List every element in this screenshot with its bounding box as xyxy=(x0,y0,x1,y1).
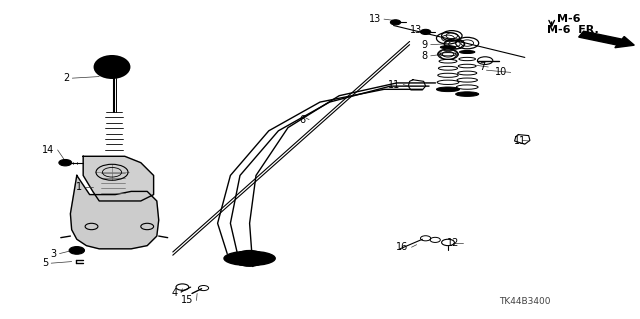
Polygon shape xyxy=(70,175,159,249)
Circle shape xyxy=(390,20,401,25)
Text: 10: 10 xyxy=(495,67,508,78)
Text: 15: 15 xyxy=(181,295,193,306)
FancyArrow shape xyxy=(579,31,634,48)
Polygon shape xyxy=(83,156,154,201)
Text: 12: 12 xyxy=(447,238,460,248)
Ellipse shape xyxy=(436,87,460,92)
Text: 6: 6 xyxy=(300,115,306,125)
Ellipse shape xyxy=(440,46,456,49)
Text: 11: 11 xyxy=(388,79,400,90)
Text: 13: 13 xyxy=(369,14,381,24)
Text: 3: 3 xyxy=(50,249,56,259)
Circle shape xyxy=(420,29,431,34)
Ellipse shape xyxy=(456,92,479,96)
Text: 1: 1 xyxy=(76,182,82,192)
Text: M-6  FR.: M-6 FR. xyxy=(547,25,599,35)
Text: 16: 16 xyxy=(396,242,408,252)
Text: TK44B3400: TK44B3400 xyxy=(499,297,550,306)
Circle shape xyxy=(59,160,72,166)
Circle shape xyxy=(69,247,84,254)
Text: 14: 14 xyxy=(42,145,54,155)
Text: 9: 9 xyxy=(421,40,428,50)
Text: M-6: M-6 xyxy=(557,14,580,24)
Text: 11: 11 xyxy=(514,136,526,146)
Text: 8: 8 xyxy=(421,51,428,61)
Text: 5: 5 xyxy=(42,258,48,268)
Text: 2: 2 xyxy=(63,73,69,83)
Ellipse shape xyxy=(224,251,275,265)
Text: 7: 7 xyxy=(479,62,485,72)
Text: 4: 4 xyxy=(172,287,178,298)
Ellipse shape xyxy=(95,56,129,78)
Ellipse shape xyxy=(460,50,475,54)
Text: 13: 13 xyxy=(410,25,422,35)
